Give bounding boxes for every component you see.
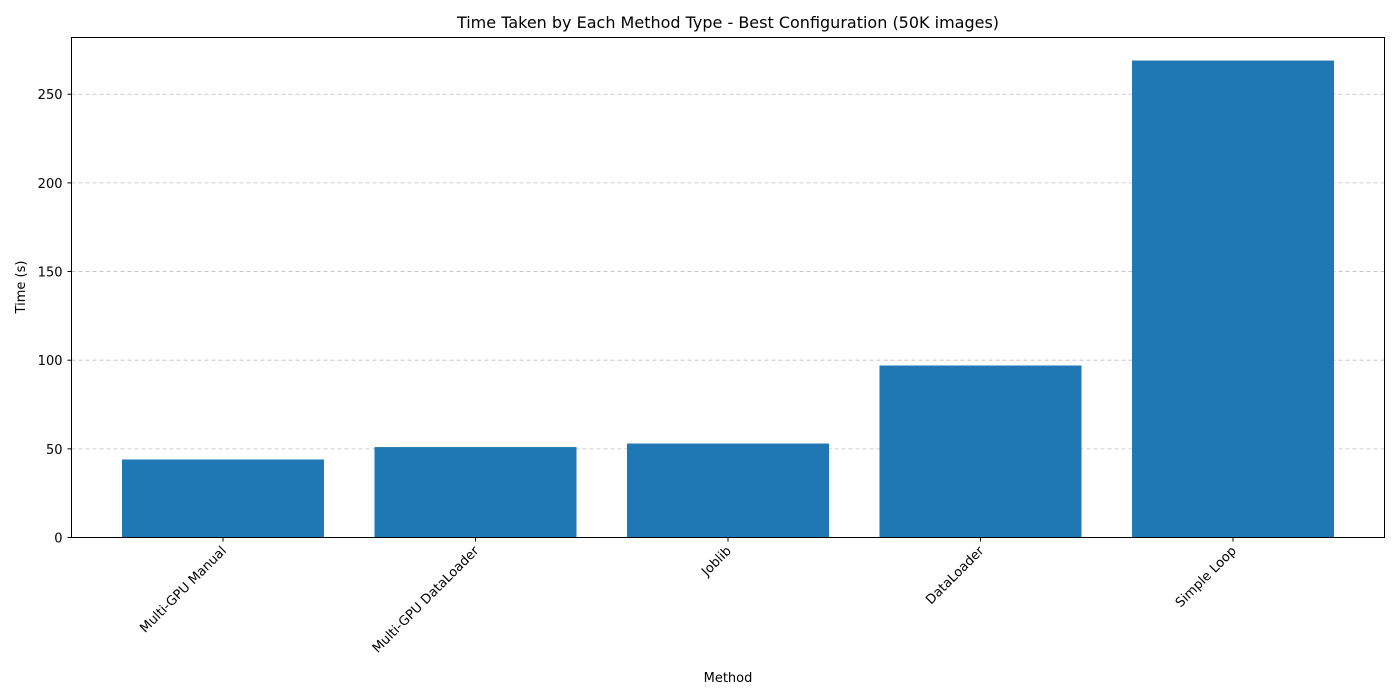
bar	[879, 365, 1082, 538]
y-tick-label: 50	[46, 443, 63, 458]
y-axis-label: Time (s)	[14, 261, 29, 315]
bars	[122, 60, 1334, 538]
x-tick-label: Multi-GPU DataLoader	[370, 543, 483, 656]
x-axis-label: Method	[704, 671, 753, 686]
y-axis-ticks: 0 50 100 150 200 250	[38, 88, 72, 547]
y-tick-label: 150	[38, 266, 63, 281]
chart-title: Time Taken by Each Method Type - Best Co…	[456, 13, 999, 32]
bar	[627, 443, 829, 538]
bar	[374, 447, 577, 538]
y-tick-label: 0	[54, 532, 62, 547]
bar	[1132, 60, 1334, 538]
y-tick-label: 200	[38, 177, 63, 192]
y-tick-label: 100	[38, 354, 63, 369]
x-axis-ticks: Multi-GPU Manual Multi-GPU DataLoader Jobl…	[137, 537, 1240, 656]
bar	[122, 459, 324, 538]
x-tick-label: DataLoader	[923, 543, 988, 608]
x-tick-label: Multi-GPU Manual	[137, 544, 229, 636]
x-tick-label: Simple Loop	[1173, 544, 1240, 611]
x-tick-label: Joblib	[698, 544, 734, 580]
y-tick-label: 250	[38, 88, 63, 103]
